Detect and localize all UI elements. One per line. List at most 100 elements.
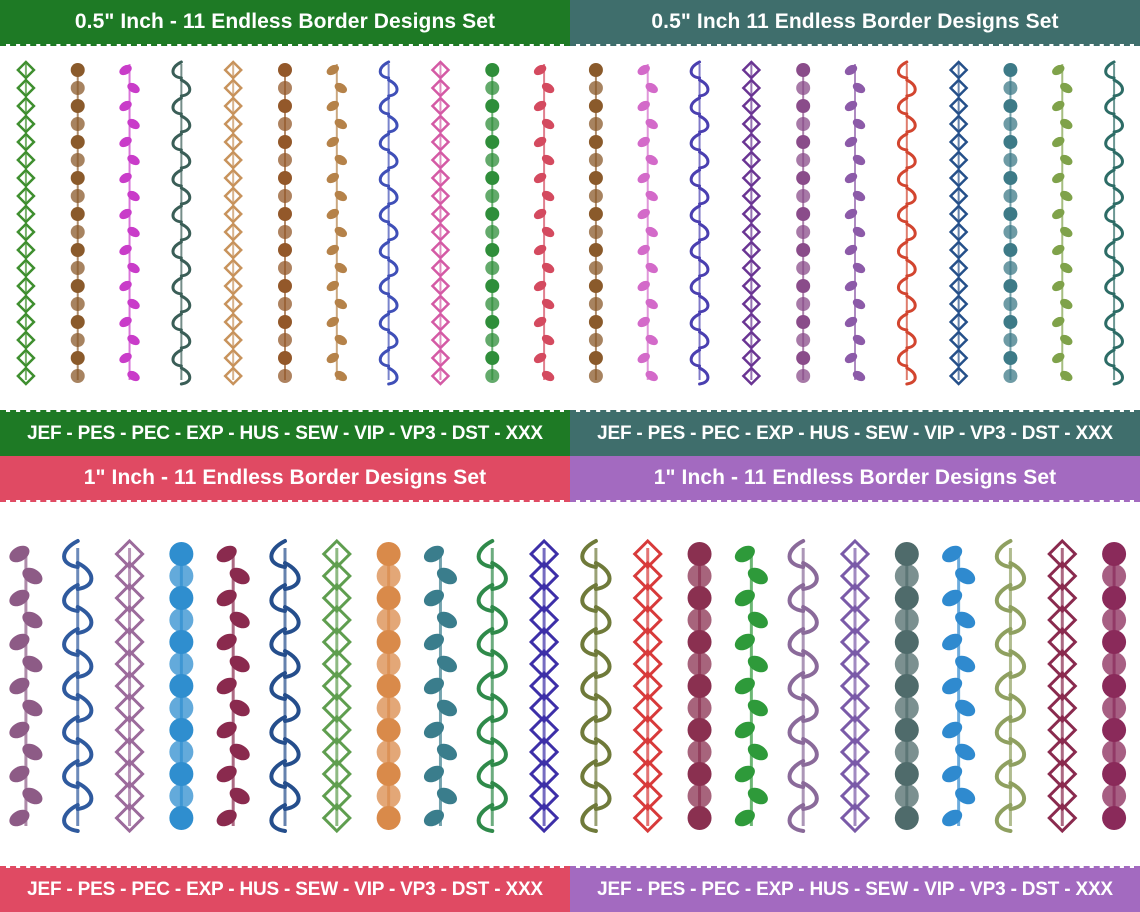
border-motif	[223, 240, 243, 260]
border-motif	[269, 627, 287, 657]
border-motif	[269, 583, 287, 613]
border-motif	[1008, 781, 1027, 811]
border-motif	[632, 714, 663, 746]
border-motif	[223, 78, 243, 98]
border-motif	[269, 715, 287, 745]
border-motif	[689, 240, 702, 260]
border-motif	[1003, 261, 1018, 275]
border-motif	[1052, 316, 1065, 328]
border-motif	[127, 226, 140, 238]
border-motif	[948, 222, 969, 242]
border-motif	[70, 81, 85, 95]
border-motif	[9, 633, 30, 651]
border-motif	[1104, 168, 1116, 188]
border-motif	[687, 806, 712, 830]
border-motif	[70, 117, 85, 131]
border-motif	[905, 78, 917, 98]
border-design-strip	[70, 63, 85, 383]
border-motif	[1003, 81, 1018, 95]
border-motif	[376, 630, 401, 654]
border-motif	[278, 189, 292, 203]
border-motif	[905, 114, 917, 134]
border-motif	[283, 737, 301, 767]
border-motif	[894, 674, 919, 698]
border-motif	[485, 243, 500, 257]
border-motif	[223, 150, 243, 170]
border-design-strip	[169, 542, 194, 830]
border-motif	[326, 244, 340, 256]
border-design-strip	[687, 542, 712, 830]
border-design-strip	[114, 538, 145, 834]
border-motif	[1052, 100, 1065, 112]
border-motif	[894, 608, 919, 632]
border-motif	[1102, 696, 1127, 720]
border-motif	[476, 715, 495, 745]
border-motif	[533, 244, 547, 256]
border-motif	[533, 100, 547, 112]
border-motif	[894, 586, 919, 610]
border-motif	[687, 718, 712, 742]
border-motif	[326, 64, 340, 76]
border-motif	[948, 132, 969, 152]
border-motif	[378, 168, 391, 188]
border-motif	[839, 714, 871, 746]
border-motif	[387, 186, 399, 206]
border-designs-grid	[570, 506, 1140, 862]
border-motif	[223, 222, 243, 242]
border-motif	[423, 809, 445, 827]
border-motif	[687, 608, 712, 632]
border-motif	[689, 168, 702, 188]
border-motif	[905, 330, 917, 350]
border-motif	[698, 150, 710, 170]
border-motif	[376, 586, 401, 610]
border-motif	[994, 715, 1013, 745]
border-designs-svg	[9, 538, 560, 834]
border-motif	[948, 276, 969, 296]
border-motif	[490, 781, 508, 811]
border-motif	[223, 204, 243, 224]
border-motif	[588, 315, 603, 329]
border-motif	[1003, 279, 1018, 293]
panel-title: 0.5" Inch 11 Endless Border Designs Set	[570, 0, 1140, 44]
border-motif	[1003, 153, 1018, 167]
border-motif	[593, 649, 612, 679]
border-motif	[334, 298, 348, 310]
border-motif	[9, 677, 30, 695]
border-motif	[1047, 758, 1078, 790]
border-motif	[283, 605, 301, 635]
border-motif	[698, 258, 710, 278]
border-motif	[734, 809, 755, 827]
border-motif	[588, 261, 603, 275]
border-motif	[70, 99, 85, 113]
border-motif	[637, 208, 650, 220]
border-motif	[796, 315, 811, 329]
border-motif	[485, 351, 500, 365]
border-motif	[326, 136, 340, 148]
border-design-strip	[689, 60, 710, 386]
border-motif	[541, 190, 555, 202]
border-motif	[787, 583, 806, 613]
border-motif	[16, 132, 36, 152]
border-motif	[852, 82, 866, 94]
border-motif	[1052, 172, 1065, 184]
file-formats-bar: JEF - PES - PEC - EXP - HUS - SEW - VIP …	[0, 868, 570, 912]
border-motif	[114, 758, 145, 790]
border-motif	[637, 280, 650, 292]
border-designs-svg	[580, 538, 1127, 834]
border-motif	[689, 96, 702, 116]
border-motif	[119, 352, 132, 364]
border-motif	[114, 736, 145, 768]
border-motif	[896, 132, 909, 152]
border-motif	[70, 351, 85, 365]
border-motif	[216, 633, 237, 651]
border-motif	[796, 225, 811, 239]
border-motif	[114, 582, 145, 614]
border-motif	[485, 261, 500, 275]
border-motif	[376, 652, 401, 676]
border-motif	[1102, 542, 1127, 566]
border-motif	[387, 366, 399, 386]
border-motif	[127, 190, 140, 202]
border-motif	[75, 649, 94, 679]
border-motif	[321, 692, 352, 724]
border-design-strip	[1104, 60, 1124, 386]
